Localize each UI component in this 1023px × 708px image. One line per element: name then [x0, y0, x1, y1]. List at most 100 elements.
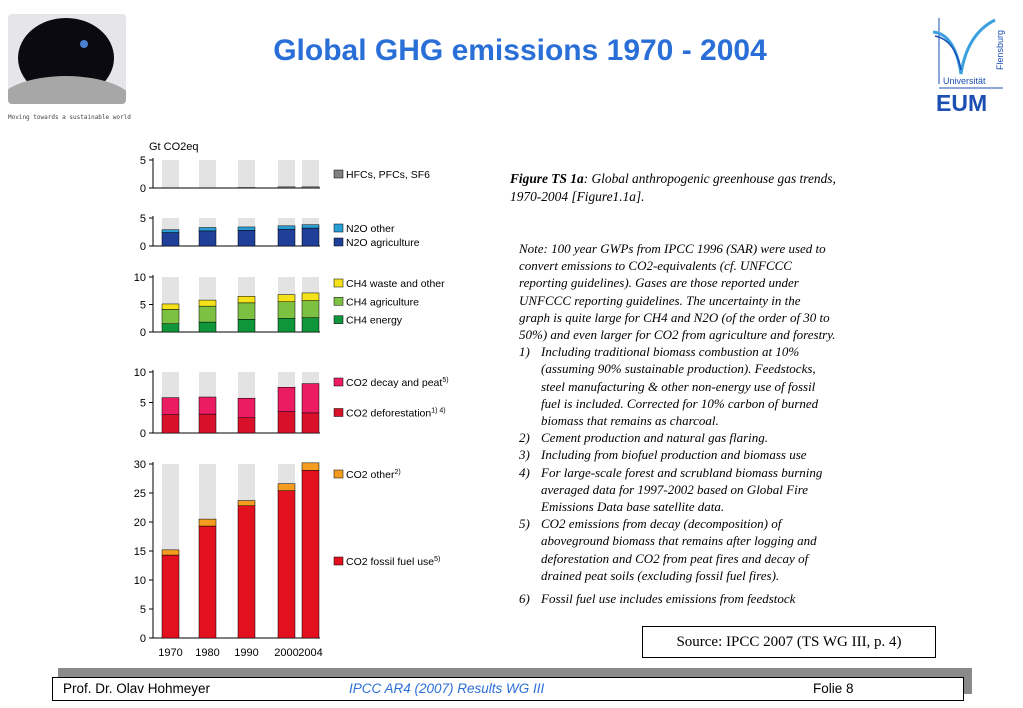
- bar-segment: [237, 505, 256, 639]
- slide-footer: Prof. Dr. Olav Hohmeyer IPCC AR4 (2007) …: [52, 677, 964, 701]
- bar-segment: [198, 525, 217, 639]
- footnote-line: (assuming 90% sustainable production). F…: [541, 361, 816, 377]
- bar-segment: [237, 417, 256, 434]
- bar-segment: [237, 500, 256, 507]
- legend-label: CH4 waste and other: [346, 278, 445, 290]
- y-tick-label: 0: [140, 241, 146, 253]
- y-tick-label: 0: [140, 183, 146, 195]
- footnote-text: CO2 emissions from decay (decomposition)…: [541, 516, 782, 532]
- bar-segment: [198, 413, 217, 434]
- footnote-number: 3): [519, 447, 530, 463]
- bar-segment: [277, 387, 296, 412]
- footnote-line: 5) CO2 emissions from decay (decompositio…: [519, 515, 904, 532]
- bar-segment: [301, 186, 320, 189]
- footnote-text: Including from biofuel production and bi…: [541, 447, 807, 463]
- bar-segment: [277, 318, 296, 333]
- figure-notes: Note: 100 year GWPs from IPCC 1996 (SAR)…: [519, 240, 904, 607]
- footer-center-title: IPCC AR4 (2007) Results WG III: [349, 681, 545, 696]
- legend-swatch: [333, 315, 344, 324]
- bar-background: [302, 160, 319, 188]
- footnote-line: Emissions Data base satellite data.: [541, 499, 725, 515]
- legend-label: CO2 fossil fuel use5): [346, 556, 440, 568]
- bar-background: [162, 160, 179, 188]
- bar-segment: [277, 186, 296, 189]
- footnote-line: steel manufacturing & other non-energy u…: [541, 378, 816, 394]
- footnote-number: 5): [519, 516, 530, 532]
- bar-segment: [301, 300, 320, 318]
- y-tick-label: 10: [134, 367, 146, 379]
- bar-segment: [237, 319, 256, 333]
- bar-segment: [301, 412, 320, 434]
- bar-segment: [198, 227, 217, 232]
- bar-segment: [161, 229, 180, 233]
- bar-segment: [198, 518, 217, 527]
- eum-label: EUM: [936, 90, 988, 116]
- bar-segment: [198, 305, 217, 323]
- bar-segment: [277, 228, 296, 247]
- bar-segment: [161, 303, 180, 310]
- legend-label: CH4 agriculture: [346, 296, 419, 308]
- legend-swatch: [333, 278, 344, 288]
- footnote-text: Fossil fuel use includes emissions from …: [541, 591, 796, 607]
- y-tick-label: 20: [134, 517, 146, 529]
- ghg-stacked-bar-chart: Gt CO2eq 0 5 HFCs, PFCs, SF6 0 5 N2O other N2O …: [134, 141, 449, 659]
- footnote-text: Cement production and natural gas flarin…: [541, 430, 769, 446]
- unit-label: Gt CO2eq: [149, 141, 199, 153]
- bar-segment: [237, 296, 256, 304]
- legend-swatch: [333, 377, 344, 387]
- footnote-text: Including traditional biomass combustion…: [541, 344, 800, 360]
- bar-segment: [277, 490, 296, 639]
- footnote-line: 2) Cement production and natural gas flar…: [519, 429, 904, 446]
- x-tick-label: 1980: [195, 647, 219, 659]
- footnote-number: 1): [519, 344, 530, 360]
- legend-swatch: [333, 297, 344, 306]
- x-tick-label: 2004: [298, 647, 322, 659]
- bar-segment: [237, 226, 256, 231]
- footnote-line: fuel is included. Corrected for 10% carb…: [541, 395, 819, 411]
- bar-segment: [277, 483, 296, 491]
- legend-swatch: [333, 237, 344, 247]
- source-citation: Source: IPCC 2007 (TS WG III, p. 4): [642, 626, 936, 658]
- y-tick-label: 5: [140, 604, 146, 616]
- legend-label: CH4 energy: [346, 315, 403, 327]
- legend-swatch: [333, 169, 344, 179]
- bar-background: [238, 160, 255, 188]
- note-line: Note: 100 year GWPs from IPCC 1996 (SAR)…: [519, 241, 826, 256]
- x-tick-label: 2000: [274, 647, 298, 659]
- bar-segment: [237, 187, 256, 189]
- footnote-line: averaged data for 1997-2002 based on Glo…: [541, 481, 809, 497]
- legend-label: CO2 deforestation1) 4): [346, 408, 446, 420]
- bar-segment: [161, 549, 180, 556]
- y-tick-label: 5: [140, 213, 146, 225]
- legend-label: HFCs, PFCs, SF6: [346, 169, 430, 181]
- footnote-line: drained peat soils (excluding fossil fue…: [541, 567, 780, 583]
- footnote-line: 6) Fossil fuel use includes emissions fro…: [519, 590, 904, 607]
- footnote-line: deforestation and CO2 from peat fires an…: [541, 550, 809, 566]
- footnote-line: aboveground biomass that remains after l…: [541, 533, 817, 549]
- bar-segment: [237, 397, 256, 419]
- bar-segment: [301, 470, 320, 639]
- bar-segment: [161, 309, 180, 324]
- bar-segment: [161, 323, 180, 333]
- earth-logo: [8, 14, 126, 104]
- bar-segment: [161, 397, 180, 415]
- university-logo: Flensburg Universität: [925, 14, 1010, 124]
- bar-segment: [237, 230, 256, 247]
- legend-label: N2O other: [346, 223, 395, 235]
- footer-author: Prof. Dr. Olav Hohmeyer: [63, 681, 211, 696]
- bar-segment: [198, 321, 217, 333]
- legend-swatch: [333, 408, 344, 417]
- bar-segment: [277, 294, 296, 303]
- footnote-number: 6): [519, 591, 530, 607]
- bar-segment: [277, 411, 296, 434]
- footnote-text: For large-scale forest and scrubland bio…: [541, 464, 823, 480]
- note-line: convert emissions to CO2-equivalents (cf…: [519, 258, 792, 274]
- footnote-line: biomass that remains as charcoal.: [541, 413, 719, 429]
- bar-segment: [161, 554, 180, 639]
- bar-segment: [301, 292, 320, 301]
- svg-text:Universität: Universität: [943, 76, 986, 86]
- bar-segment: [198, 396, 217, 415]
- y-tick-label: 25: [134, 488, 146, 500]
- legend-label: N2O agriculture: [346, 237, 420, 249]
- figure-caption: Figure TS 1a: Global anthropogenic green…: [510, 170, 870, 206]
